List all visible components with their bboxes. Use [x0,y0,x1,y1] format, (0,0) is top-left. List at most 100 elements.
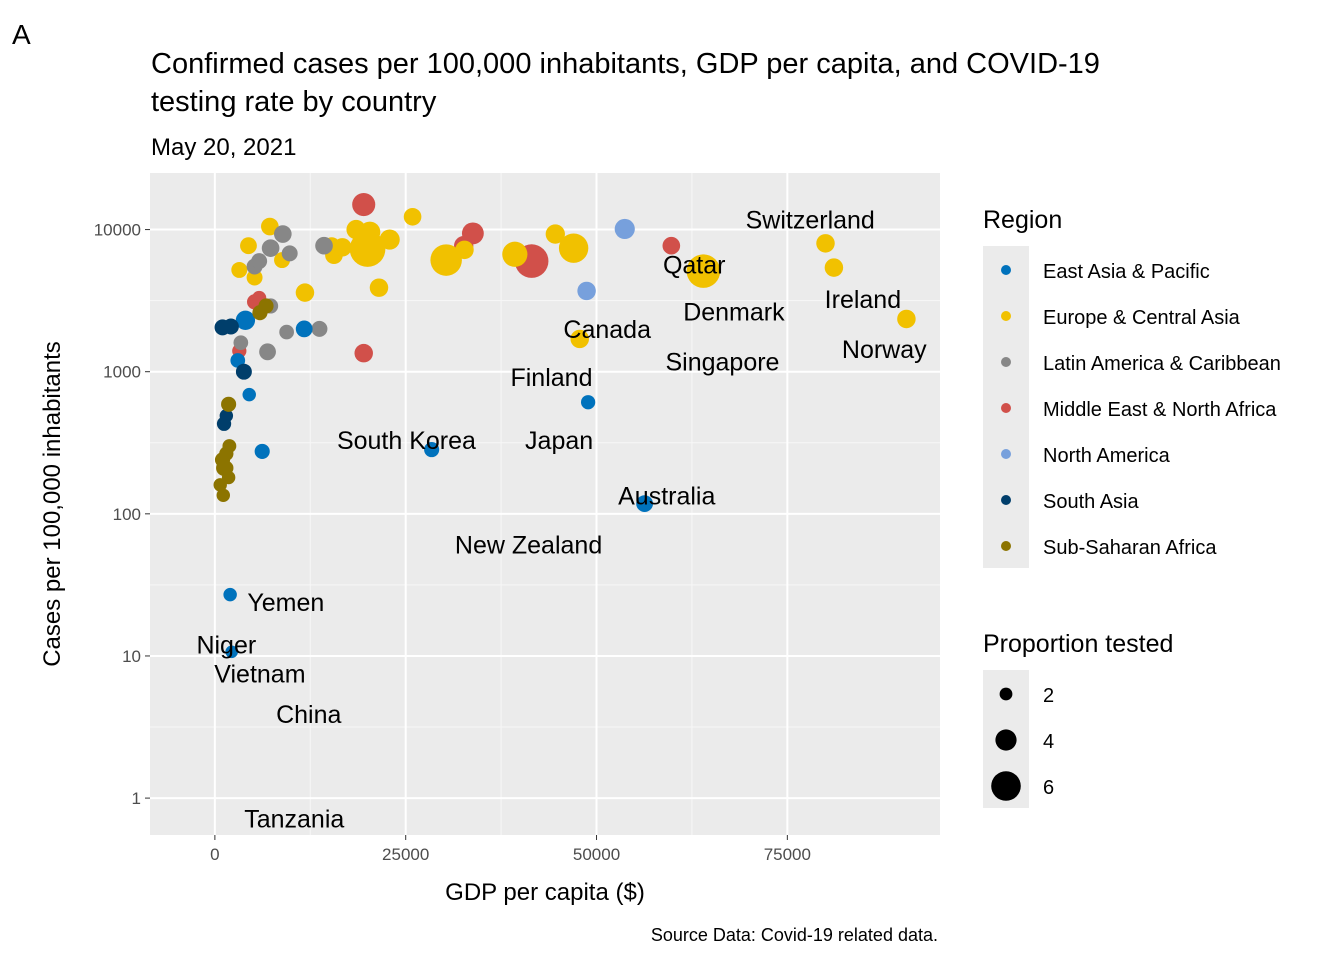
data-point [369,278,389,297]
chart-subtitle: May 20, 2021 [151,134,296,161]
legend-key-dot [1001,265,1011,275]
data-point [311,320,328,337]
data-point [614,218,635,240]
legend-item-label: Middle East & North Africa [1043,399,1277,421]
country-label: Norway [842,336,927,364]
legend-item-label: Europe & Central Asia [1043,307,1241,329]
size-legend-title: Proportion tested [983,630,1173,658]
data-point [213,478,227,492]
country-label: Denmark [683,299,785,327]
country-label: China [276,701,341,729]
data-point [636,495,654,513]
legend: Region East Asia & Pacific Europe & Centr… [983,206,1281,808]
data-point [242,387,256,402]
legend-key-dot [1001,495,1011,505]
data-point [223,587,237,602]
data-point [231,261,248,278]
legend-item-label: East Asia & Pacific [1043,261,1210,283]
data-point [216,488,230,503]
y-tick-label: 1000 [103,363,141,382]
data-point [455,240,474,260]
data-point [558,233,589,263]
legend-item-label: Latin America & Caribbean [1043,353,1281,375]
country-label: Singapore [665,348,779,376]
x-tick-label: 75000 [764,845,811,864]
size-legend-label: 6 [1043,777,1054,799]
legend-key-dot [1001,403,1011,413]
x-axis: 0 25000 50000 75000 [210,835,811,864]
data-point [235,363,252,380]
data-point [261,239,280,257]
country-label: Yemen [247,589,324,617]
x-tick-label: 25000 [382,845,429,864]
data-point [403,207,422,226]
country-label: Ireland [825,286,901,314]
country-label: Canada [563,316,651,344]
panel-tag: A [12,19,31,50]
plot-panel [150,173,940,835]
data-point [281,245,298,262]
legend-item-label: South Asia [1043,491,1140,513]
data-point [273,225,292,243]
data-point [545,224,565,244]
chart-title: Confirmed cases per 100,000 inhabitants,… [151,48,1100,80]
legend-key-dot [1001,311,1011,321]
size-legend-label: 4 [1043,731,1054,753]
x-axis-title: GDP per capita ($) [445,879,645,906]
country-label: Japan [525,427,593,455]
data-point [279,324,294,340]
data-point [261,217,279,236]
data-point [352,192,376,217]
data-point [252,305,268,321]
x-tick-label: 50000 [573,845,620,864]
data-point [259,343,276,361]
y-tick-label: 10 [122,647,141,666]
legend-key-dot [1001,541,1011,551]
data-point [379,229,400,250]
country-label: Qatar [663,251,726,279]
data-point [216,416,232,431]
country-label: Switzerland [746,206,875,234]
data-point [225,645,238,659]
size-legend-dot [991,771,1021,801]
size-legend-label: 2 [1043,685,1054,707]
region-legend-title: Region [983,206,1062,234]
size-legend-dot [999,687,1013,701]
size-legend-dot [995,729,1017,751]
y-tick-label: 10000 [94,221,141,240]
data-point [240,237,257,255]
data-point [295,283,315,302]
data-point [251,253,268,270]
data-point [502,241,528,267]
data-point [897,309,916,329]
country-label: Finland [510,364,592,392]
country-label: Australia [618,482,715,510]
data-point [577,281,596,301]
country-labels: Switzerland Qatar Denmark Ireland Canada Norw… [196,206,927,833]
data-point [824,258,844,277]
data-point [315,236,333,255]
data-point [359,221,381,243]
country-label: Tanzania [244,805,344,833]
y-tick-label: 100 [113,505,141,524]
data-point [295,320,313,338]
data-point [235,310,256,330]
data-point [219,446,234,461]
country-label: New Zealand [455,531,602,559]
data-point [662,236,681,255]
legend-item-label: Sub-Saharan Africa [1043,537,1217,559]
data-point [354,343,373,363]
data-points [213,192,916,659]
country-label: South Korea [337,427,476,455]
x-tick-label: 0 [210,845,219,864]
data-point [222,318,239,335]
legend-key-dot [1001,357,1011,367]
data-point [219,460,234,476]
source-caption: Source Data: Covid-19 related data. [651,925,938,945]
chart-title-line2: testing rate by country [151,86,437,118]
y-axis: 1 10 100 1000 10000 [94,221,150,808]
data-point [816,234,835,253]
data-point [430,244,462,276]
country-label: Vietnam [214,661,305,689]
